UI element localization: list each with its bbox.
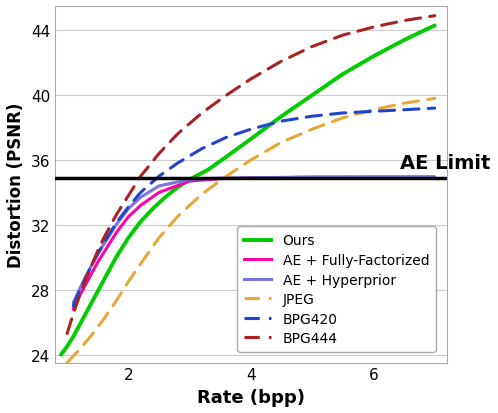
Text: AE Limit: AE Limit (400, 154, 491, 173)
X-axis label: Rate (bpp): Rate (bpp) (197, 388, 305, 406)
Legend: Ours, AE + Fully-Factorized, AE + Hyperprior, JPEG, BPG420, BPG444: Ours, AE + Fully-Factorized, AE + Hyperp… (237, 227, 436, 352)
Y-axis label: Distortion (PSNR): Distortion (PSNR) (7, 102, 25, 267)
